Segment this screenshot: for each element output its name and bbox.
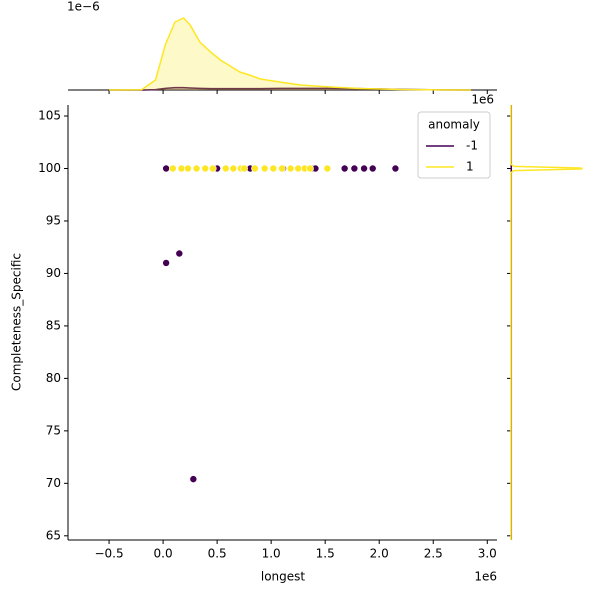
point	[350, 164, 359, 173]
point	[184, 164, 192, 173]
y-tick-label: 80	[46, 371, 61, 385]
y-axis-label: Completeness_Specific	[10, 253, 24, 391]
point	[169, 164, 177, 173]
point	[162, 164, 170, 173]
x-tick-label: −0.5	[94, 547, 123, 561]
y-tick-label: 85	[46, 318, 61, 332]
y-tick-label: 65	[46, 528, 61, 542]
x-tick-label: 1.0	[262, 547, 281, 561]
legend-label: -1	[466, 139, 478, 153]
x-offset-label: 1e6	[474, 570, 497, 584]
y-tick-label: 95	[46, 213, 61, 227]
legend-title: anomaly	[428, 118, 480, 132]
point	[221, 164, 230, 173]
point	[175, 249, 184, 258]
point	[323, 164, 332, 173]
point	[306, 164, 314, 173]
legend-box	[417, 111, 491, 179]
point	[286, 164, 295, 173]
point	[240, 164, 248, 173]
point	[189, 475, 198, 483]
point	[229, 164, 238, 173]
top-offset-label: 1e−6	[67, 0, 100, 14]
point	[260, 164, 269, 173]
right-offset-label: 1e6	[471, 93, 494, 107]
point	[162, 259, 170, 267]
y-tick-label: 70	[46, 476, 61, 490]
x-tick-label: 2.0	[370, 547, 389, 561]
kde-line	[510, 105, 583, 540]
x-tick-label: 3.0	[478, 547, 497, 561]
kde-fill	[109, 18, 472, 90]
y-tick-label: 90	[46, 266, 61, 280]
kde-line	[109, 17, 472, 91]
x-tick-label: 0.0	[154, 547, 173, 561]
point	[209, 164, 217, 173]
point	[391, 164, 400, 173]
x-axis-label: longest	[261, 570, 306, 584]
y-tick-label: 100	[38, 161, 61, 175]
y-tick-label: 105	[38, 109, 61, 123]
point	[177, 164, 186, 173]
x-tick-label: 2.5	[424, 547, 443, 561]
point	[269, 164, 278, 173]
point	[201, 164, 210, 173]
legend-label: 1	[466, 160, 474, 174]
point	[294, 164, 302, 173]
y-tick-label: 75	[46, 423, 61, 437]
x-tick-label: 0.5	[208, 547, 227, 561]
legend: anomaly -1 1	[417, 111, 491, 179]
point	[278, 164, 286, 173]
point	[368, 164, 377, 173]
x-tick-label: 1.5	[316, 547, 335, 561]
point	[340, 164, 349, 173]
point	[192, 164, 201, 173]
point	[251, 164, 259, 173]
point	[360, 164, 368, 173]
